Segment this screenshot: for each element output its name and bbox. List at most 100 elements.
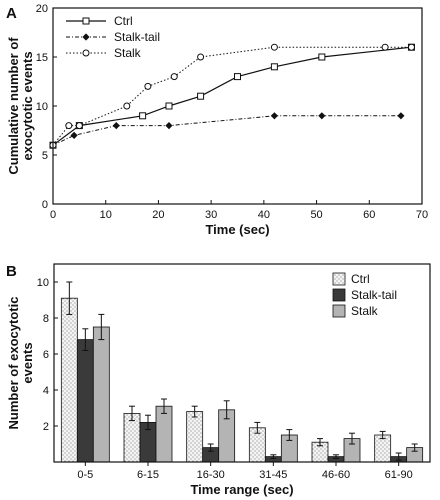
series-line	[52, 115, 401, 146]
panel-a: A 0 10 20 30 40 50 60 70 0 5 10 15 20 Ctrl Stalk-tail…	[6, 3, 428, 237]
data-point-circle	[123, 102, 131, 110]
error-bar	[66, 281, 73, 315]
error-bar	[379, 430, 386, 440]
panel-b-bars	[60, 281, 424, 463]
series-stalk-tail	[49, 112, 405, 149]
panel-b-y-axis-label: Number of exocytoticevents	[6, 297, 35, 430]
data-point-circle	[82, 49, 90, 57]
legend-label: Stalk	[351, 304, 379, 318]
error-bar	[333, 454, 339, 459]
legend-swatch	[332, 288, 346, 302]
y-tick-label: 10	[36, 101, 48, 113]
y-tick-label: 5	[42, 150, 48, 162]
data-point-diamond	[82, 33, 90, 41]
panel-a-plot-frame	[52, 7, 423, 205]
legend-label: Stalk-tail	[114, 30, 160, 44]
panel-b-letter: B	[6, 263, 17, 280]
x-tick-label: 50	[310, 209, 322, 221]
data-point-diamond	[397, 112, 405, 120]
bar-stalk	[92, 326, 110, 463]
panel-a-y-axis-label: Cumulative number ofexocytotic events	[6, 37, 35, 175]
series-stalk	[49, 43, 415, 149]
error-bar	[223, 400, 230, 420]
data-point-circle	[170, 73, 178, 81]
data-point-square	[139, 112, 147, 120]
x-tick-label: 6-15	[137, 469, 159, 481]
data-point-square	[82, 17, 90, 25]
data-point-diamond	[318, 112, 326, 120]
bar-ctrl	[60, 297, 78, 463]
data-point-circle	[197, 53, 205, 61]
panel-b-ticks: 2 4 6 8 10 0-5 6-15 16-30 31-45 46-60 61-90	[37, 277, 413, 481]
series-ctrl	[49, 43, 415, 149]
series-line	[52, 46, 412, 146]
y-tick-label: 10	[37, 277, 49, 289]
y-tick-label: 15	[36, 52, 48, 64]
panel-b: B 2 4 6 8 10 0-5 6-15 16-30 31-45 46-60 61-90 Ctrl…	[6, 263, 431, 497]
error-bar	[98, 313, 105, 341]
data-point-circle	[407, 43, 415, 51]
data-point-circle	[75, 122, 83, 130]
panel-a-letter: A	[6, 5, 17, 22]
data-point-circle	[144, 82, 152, 90]
error-bar	[411, 443, 418, 452]
data-point-square	[318, 53, 326, 61]
data-point-diamond	[112, 122, 120, 130]
series-line	[52, 46, 412, 146]
x-tick-label: 31-45	[259, 469, 287, 481]
error-bar	[317, 438, 323, 447]
x-tick-label: 40	[258, 209, 270, 221]
error-bar	[82, 328, 89, 351]
x-tick-label: 46-60	[322, 469, 350, 481]
panel-b-legend: Ctrl Stalk-tail Stalk	[332, 272, 397, 318]
x-tick-label: 0	[50, 209, 56, 221]
data-point-circle	[381, 43, 389, 51]
error-bar	[161, 398, 167, 414]
error-bar	[349, 432, 355, 445]
legend-label: Stalk-tail	[351, 288, 397, 302]
legend-label: Ctrl	[114, 14, 133, 28]
y-tick-label: 4	[43, 385, 49, 397]
panel-b-plot-frame	[53, 263, 431, 463]
bar-stalk	[155, 405, 173, 463]
data-point-diamond	[270, 112, 278, 120]
y-tick-label: 6	[43, 349, 49, 361]
error-bar	[286, 429, 293, 441]
error-bar	[145, 414, 151, 431]
x-tick-label: 30	[205, 209, 217, 221]
data-point-diamond	[165, 122, 173, 130]
data-point-circle	[270, 43, 278, 51]
error-bar	[254, 421, 261, 434]
y-tick-label: 2	[43, 421, 49, 433]
x-tick-label: 0-5	[77, 469, 93, 481]
data-point-square	[197, 92, 205, 100]
error-bar	[191, 405, 198, 418]
x-tick-label: 20	[152, 209, 164, 221]
y-tick-label: 20	[36, 3, 48, 15]
data-point-diamond	[70, 131, 78, 139]
data-point-square	[165, 102, 173, 110]
data-point-circle	[65, 122, 73, 130]
error-bar	[395, 452, 402, 461]
x-tick-label: 16-30	[197, 469, 225, 481]
panel-b-x-axis-label: Time range (sec)	[190, 482, 293, 497]
y-tick-label: 8	[43, 313, 49, 325]
bar-ctrl	[186, 411, 204, 463]
panel-a-series	[49, 43, 415, 149]
data-point-square	[234, 73, 241, 81]
legend-swatch	[332, 272, 346, 286]
legend-label: Ctrl	[351, 272, 370, 286]
panel-a-ticks: 0 10 20 30 40 50 60 70 0 5 10 15 20	[36, 3, 428, 221]
legend-label: Stalk	[114, 46, 142, 60]
x-tick-label: 61-90	[385, 469, 413, 481]
panel-a-legend: Ctrl Stalk-tail Stalk	[66, 14, 160, 60]
x-tick-label: 60	[363, 209, 375, 221]
x-tick-label: 70	[416, 209, 428, 221]
panel-a-x-axis-label: Time (sec)	[205, 222, 269, 237]
data-point-square	[270, 63, 278, 71]
error-bar	[207, 443, 214, 452]
error-bar	[270, 454, 277, 459]
error-bar	[129, 405, 135, 422]
bar-stalk-tail	[76, 339, 94, 463]
